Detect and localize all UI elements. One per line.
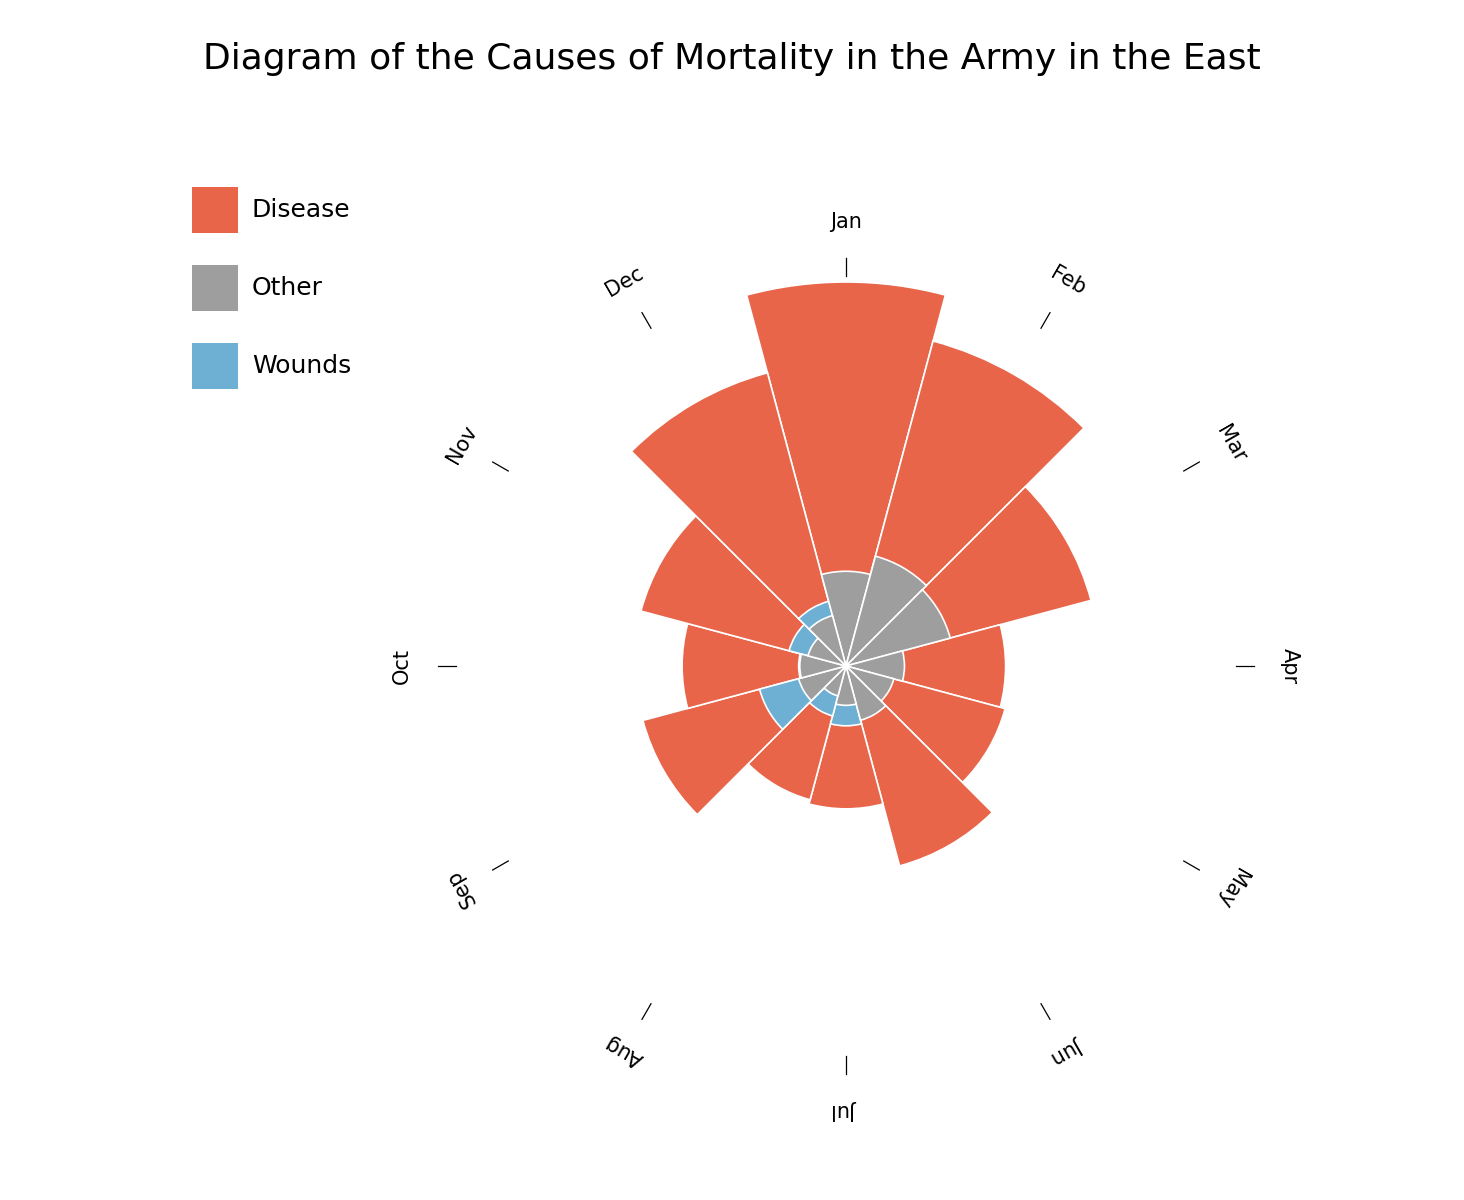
Text: Jul: Jul [833,1100,858,1120]
Text: Wounds: Wounds [252,354,351,378]
Wedge shape [810,666,883,809]
Text: Jan: Jan [830,212,862,232]
Wedge shape [810,616,846,666]
Text: Aug: Aug [602,1032,647,1069]
Text: Feb: Feb [1047,264,1089,299]
Wedge shape [846,556,927,666]
Wedge shape [830,666,861,726]
Wedge shape [846,487,1091,666]
Wedge shape [846,658,878,674]
Wedge shape [631,373,846,666]
Wedge shape [810,666,846,716]
Wedge shape [799,666,846,701]
Wedge shape [799,601,846,666]
Wedge shape [846,650,905,682]
Wedge shape [748,666,846,799]
Wedge shape [846,341,1083,666]
Wedge shape [824,666,846,696]
Text: Sep: Sep [444,866,480,910]
FancyBboxPatch shape [192,187,237,233]
Wedge shape [846,666,883,716]
Wedge shape [641,516,846,666]
Wedge shape [846,625,1006,707]
Wedge shape [846,589,950,666]
Wedge shape [821,571,871,666]
Wedge shape [799,654,846,678]
Wedge shape [760,666,846,730]
Text: Mar: Mar [1212,422,1249,466]
Wedge shape [846,614,884,666]
Text: Other: Other [252,276,324,300]
Text: May: May [1211,864,1250,912]
Wedge shape [789,624,846,666]
Text: Jun: Jun [1050,1033,1086,1067]
Text: Disease: Disease [252,198,350,222]
Wedge shape [643,666,846,815]
FancyBboxPatch shape [192,343,237,389]
Wedge shape [846,666,895,701]
Wedge shape [836,666,856,706]
Wedge shape [799,654,846,678]
Text: Dec: Dec [602,263,647,300]
Wedge shape [846,666,889,697]
FancyBboxPatch shape [192,265,237,311]
Wedge shape [846,666,1006,782]
Wedge shape [808,638,846,666]
Text: Apr: Apr [1280,648,1300,684]
Wedge shape [846,635,889,666]
Wedge shape [823,578,868,666]
Text: Oct: Oct [392,648,411,684]
Wedge shape [846,666,993,866]
Text: Nov: Nov [442,421,480,467]
Wedge shape [682,624,846,708]
Wedge shape [846,666,886,720]
Wedge shape [747,282,946,666]
Text: Diagram of the Causes of Mortality in the Army in the East: Diagram of the Causes of Mortality in th… [203,42,1261,76]
